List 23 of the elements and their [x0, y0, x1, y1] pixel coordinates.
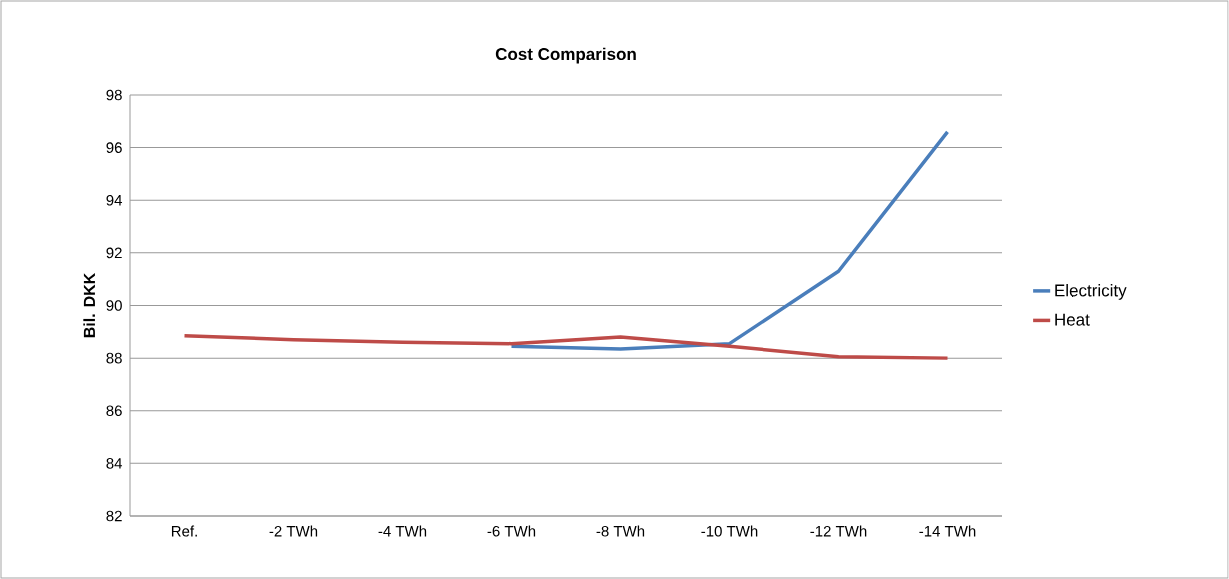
chart-title: Cost Comparison	[495, 47, 636, 64]
x-tick-label: -4 TWh	[378, 525, 427, 537]
x-tick-label: Ref.	[171, 525, 197, 537]
y-tick-label: 82	[106, 510, 122, 522]
y-tick-label: 96	[106, 142, 122, 153]
line-series	[182, 334, 950, 360]
y-tick-label: 86	[106, 405, 122, 417]
x-tick-label: -8 TWh	[596, 525, 645, 537]
y-axis-title: Bil. DKK	[83, 272, 95, 338]
y-tick-label: 88	[106, 352, 122, 364]
y-tick-label: 98	[106, 89, 122, 101]
y-tick-label: 90	[106, 300, 122, 311]
x-tick-label: -2 TWh	[269, 525, 318, 537]
x-tick-label: -10 TWh	[701, 525, 758, 537]
x-tick-label: -12 TWh	[810, 525, 867, 537]
x-tick-label: -14 TWh	[919, 525, 976, 537]
y-tick-label: 94	[106, 194, 123, 206]
line-series	[509, 130, 950, 351]
x-tick-label: -6 TWh	[487, 525, 536, 537]
y-tick-label: 92	[106, 247, 122, 259]
y-tick-label: 84	[106, 458, 123, 469]
legend-label: Electricity	[1055, 284, 1127, 300]
legend-label: Heat	[1055, 313, 1090, 326]
